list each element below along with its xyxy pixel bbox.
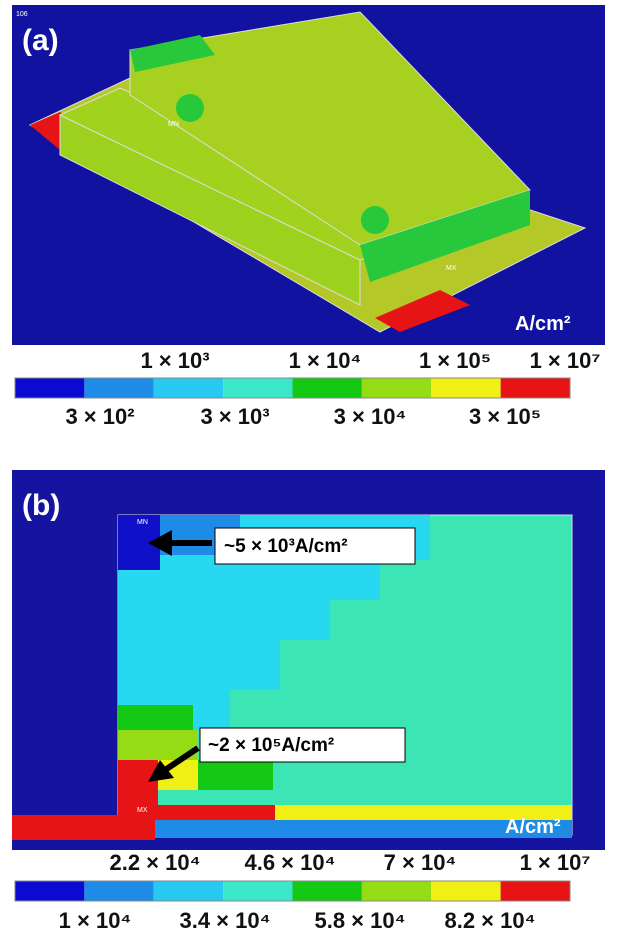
colorbar-segment: [154, 378, 223, 398]
unit-label: A/cm²: [505, 816, 561, 838]
marker-text: 106: [16, 11, 28, 18]
colorbar-segment: [293, 881, 362, 901]
unit-label: A/cm²: [515, 313, 571, 335]
red-region: [12, 815, 155, 840]
colorbar-segment: [223, 378, 292, 398]
colorbar-segment: [223, 881, 292, 901]
marker-text: MX: [137, 807, 148, 814]
colorbar-label: 5.8 × 10⁴: [314, 908, 405, 933]
marker-text: MN: [137, 519, 148, 526]
figure: 106 MN MX (a) A/cm² 1 × 10³ 1 × 10⁴ 1 × …: [0, 0, 617, 944]
colorbar-label: 1 × 10⁴: [59, 908, 132, 933]
colorbar-segment: [15, 378, 84, 398]
colorbar-segment: [84, 378, 153, 398]
colorbar-label: 7 × 10⁴: [384, 850, 457, 875]
colorbar-segment: [362, 378, 431, 398]
marker-text: MX: [446, 265, 457, 272]
colorbar-label: 1 × 10⁵: [419, 348, 491, 373]
colorbar-a: 1 × 10³ 1 × 10⁴ 1 × 10⁵ 1 × 10⁷ 3 × 10² …: [15, 348, 600, 429]
colorbar-segment: [154, 881, 223, 901]
colorbar-label: 3 × 10³: [200, 404, 269, 429]
colorbar-label: 3.4 × 10⁴: [179, 908, 270, 933]
colorbar-segment: [501, 881, 570, 901]
colorbar-segments: [15, 881, 570, 901]
annotation: ~5 × 10³A/cm²: [224, 536, 348, 557]
colorbar-label: 3 × 10⁵: [469, 404, 541, 429]
marker-text: MN: [168, 121, 179, 128]
colorbar-segment: [431, 881, 500, 901]
panel-label: (b): [22, 489, 60, 522]
colorbar-label: 1 × 10⁴: [289, 348, 362, 373]
low-spot: [176, 94, 204, 122]
green-region: [118, 705, 193, 730]
colorbar-label: 1 × 10⁷: [530, 348, 601, 373]
panel-a: 106 MN MX (a) A/cm²: [12, 5, 605, 345]
annotation: ~2 × 10⁵A/cm²: [208, 735, 334, 756]
low-spot: [361, 206, 389, 234]
panel-b: MN MX (b) A/cm² ~5 × 10³A/cm² ~2 × 10⁵A/…: [12, 470, 605, 850]
colorbar-label: 1 × 10⁷: [520, 850, 591, 875]
colorbar-segment: [15, 881, 84, 901]
colorbar-segment: [431, 378, 500, 398]
colorbar-label: 2.2 × 10⁴: [109, 850, 200, 875]
colorbar-label: 1 × 10³: [140, 348, 209, 373]
colorbar-label: 3 × 10²: [65, 404, 134, 429]
colorbar-segment: [362, 881, 431, 901]
panel-label: (a): [22, 24, 59, 57]
colorbar-segment: [293, 378, 362, 398]
green-region: [198, 760, 273, 790]
colorbar-label: 8.2 × 10⁴: [444, 908, 535, 933]
colorbar-segment: [501, 378, 570, 398]
colorbar-segments: [15, 378, 570, 398]
red-region: [155, 805, 275, 820]
colorbar-label: 4.6 × 10⁴: [244, 850, 335, 875]
colorbar-segment: [84, 881, 153, 901]
colorbar-b: 2.2 × 10⁴ 4.6 × 10⁴ 7 × 10⁴ 1 × 10⁷ 1 × …: [15, 850, 590, 933]
colorbar-label: 3 × 10⁴: [334, 404, 407, 429]
